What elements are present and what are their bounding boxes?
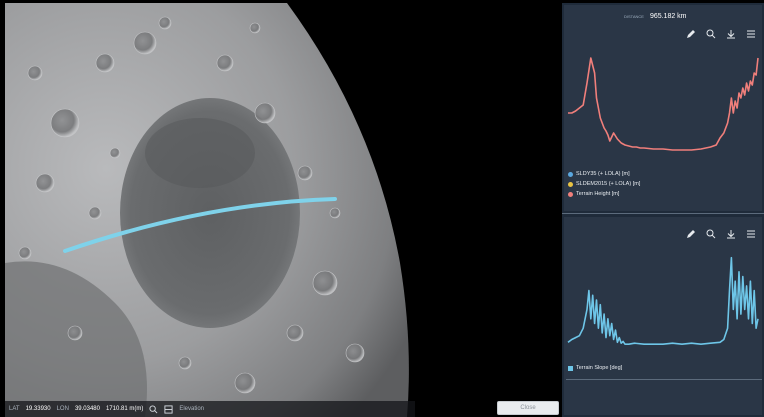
menu-icon[interactable] [746, 229, 756, 239]
pencil-icon[interactable] [686, 229, 696, 239]
close-button[interactable]: Close [497, 401, 559, 415]
chart1-legend-label: SLDEM2015 (+ LOLA) [m] [576, 181, 641, 187]
lon-value: 39.03480 [74, 406, 100, 412]
chart1-legend-item[interactable]: SLDEM2015 (+ LOLA) [m] [568, 179, 640, 189]
height-value: 1710.81 m(m) [105, 406, 144, 412]
layers-icon[interactable] [164, 404, 173, 414]
magnify-icon[interactable] [149, 404, 158, 414]
map-viewport[interactable]: LAT 19.33930 LON 39.03480 1710.81 m(m) E… [5, 3, 561, 417]
chart2-legend-swatch [568, 365, 573, 371]
chart1-legend-swatch [568, 171, 573, 177]
chart2-legend: Terrain Slope [deg] [568, 363, 622, 373]
chart1-legend-label: Terrain Height [m] [576, 191, 620, 197]
terrain-height-series[interactable] [568, 57, 759, 151]
distance-label: DISTANCE [624, 14, 644, 19]
terrain-slope-series[interactable] [567, 256, 759, 345]
terrain-slope-chart: Terrain Slope [deg] [564, 217, 762, 415]
panel-divider [562, 213, 764, 214]
slope-plot[interactable] [564, 247, 762, 357]
profile-line [63, 197, 337, 253]
chart1-legend: SLDY35 (+ LOLA) [m] SLDEM2015 (+ LOLA) [m… [568, 169, 640, 199]
chart2-legend-label: Terrain Slope [deg] [576, 365, 623, 371]
profile-panel: DISTANCE 965.182 km SLDY35 (+ LOLA) [m] S… [562, 3, 764, 417]
terrain-height-chart: DISTANCE 965.182 km SLDY35 (+ LOLA) [m] S… [564, 5, 762, 211]
chart1-legend-item[interactable]: Terrain Height [m] [568, 189, 640, 199]
chart1-toolbar [686, 29, 756, 39]
distance-value: 965.182 km [649, 13, 687, 20]
pencil-icon[interactable] [686, 29, 696, 39]
zoom-icon[interactable] [706, 29, 716, 39]
chart1-legend-item[interactable]: SLDY35 (+ LOLA) [m] [568, 169, 640, 179]
moon-surface-map[interactable] [5, 3, 561, 417]
height-plot[interactable] [564, 45, 762, 175]
distance-readout: DISTANCE 965.182 km [624, 13, 687, 20]
chart2-legend-item[interactable]: Terrain Slope [deg] [568, 363, 622, 373]
chart1-legend-swatch [568, 181, 573, 187]
download-icon[interactable] [726, 229, 736, 239]
chart2-toolbar [686, 229, 756, 239]
download-icon[interactable] [726, 29, 736, 39]
extra-label: Elevation [179, 406, 205, 412]
zoom-icon[interactable] [706, 229, 716, 239]
lon-label: LON [56, 406, 69, 412]
chart1-legend-swatch [568, 191, 573, 197]
chart1-legend-label: SLDY35 (+ LOLA) [m] [576, 171, 630, 177]
menu-icon[interactable] [746, 29, 756, 39]
chart2-divider [566, 379, 762, 380]
lat-value: 19.33930 [25, 406, 51, 412]
lat-label: LAT [9, 406, 20, 412]
coordinate-bar: LAT 19.33930 LON 39.03480 1710.81 m(m) E… [5, 401, 415, 417]
